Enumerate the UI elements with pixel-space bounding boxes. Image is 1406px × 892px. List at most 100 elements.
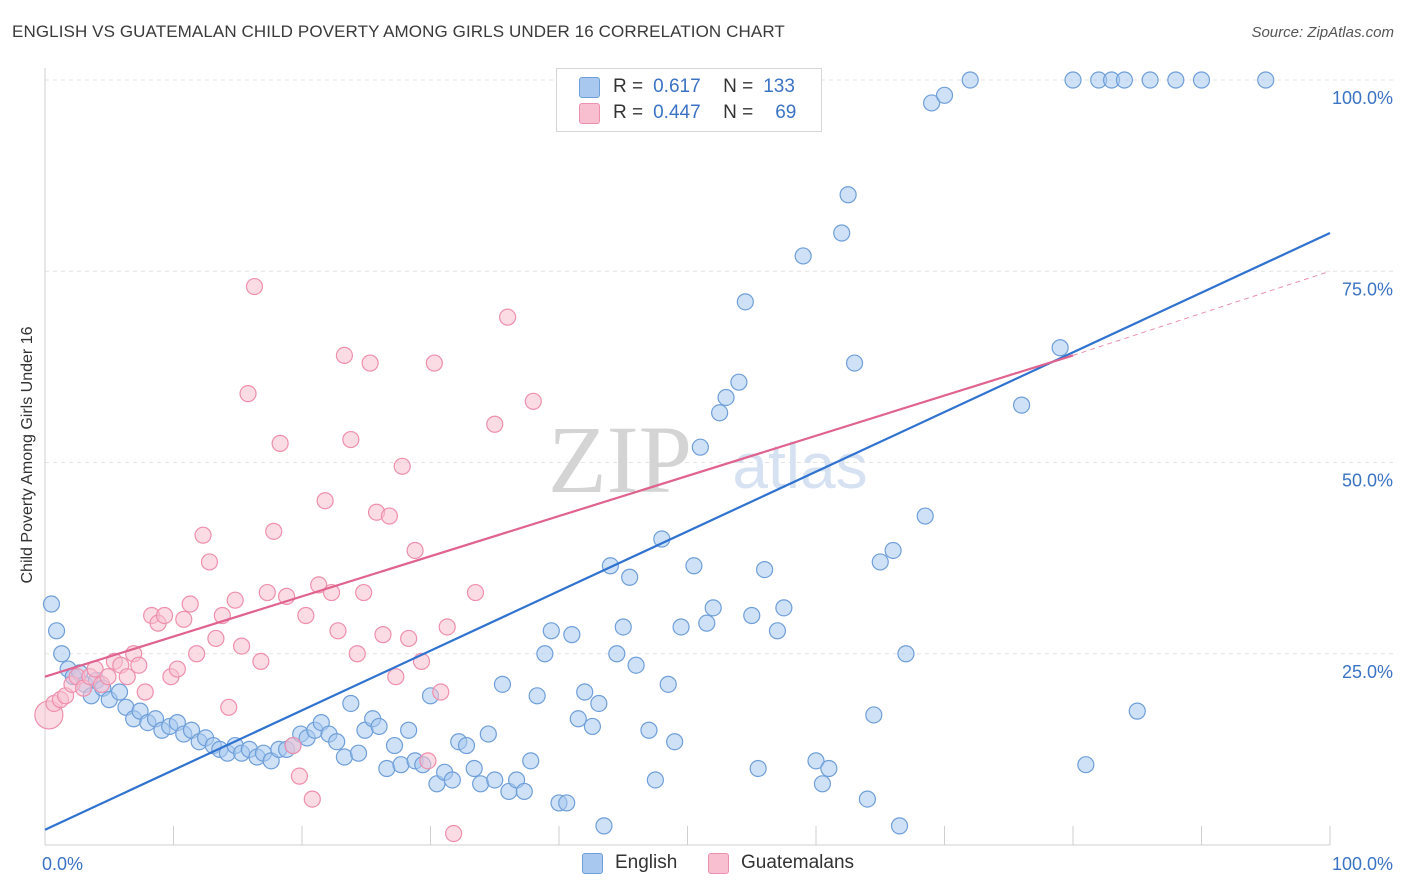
legend-item-guatemalans[interactable]: Guatemalans	[708, 852, 854, 874]
y-tick-label: 75.0%	[1342, 279, 1393, 299]
english-point	[590, 694, 608, 713]
guatemalan-point	[355, 583, 373, 602]
english-point	[768, 622, 787, 640]
english-point	[595, 817, 613, 835]
english-point	[583, 717, 602, 736]
english-point	[465, 759, 483, 778]
english-point	[569, 710, 587, 728]
english-point	[370, 717, 388, 736]
guatemalan-point	[486, 415, 504, 433]
guatemalan-point	[168, 660, 186, 678]
english-point	[614, 618, 632, 636]
english-point	[961, 71, 979, 89]
legend-row-guatemalans: R = 0.447 N = 69	[579, 100, 796, 126]
english-point	[916, 507, 934, 525]
guatemalan-point	[419, 752, 437, 770]
english-n-value: 133	[763, 76, 795, 97]
english-point	[717, 388, 735, 407]
english-point	[711, 404, 729, 422]
guatemalans-legend-label: Guatemalans	[741, 852, 855, 873]
guatemalan-point	[316, 492, 334, 510]
english-point	[42, 595, 61, 613]
guatemalans-n-label: N =	[723, 102, 754, 123]
y-axis-title: Child Poverty Among Girls Under 16	[19, 326, 36, 584]
english-point	[935, 86, 954, 104]
trend-lines	[44, 232, 1331, 831]
english-point	[685, 557, 703, 575]
guatemalan-point	[438, 618, 456, 636]
english-point	[608, 645, 626, 663]
english-point	[704, 599, 722, 617]
guatemalan-point	[233, 637, 251, 655]
guatemalan-point	[136, 683, 154, 701]
english-point	[1257, 71, 1275, 89]
english-point	[865, 706, 883, 724]
english-point	[328, 733, 346, 751]
english-point	[53, 645, 71, 663]
english-point	[755, 560, 774, 579]
guatemalan-point	[252, 652, 270, 671]
y-tick-label: 100.0%	[1332, 88, 1393, 108]
english-point	[845, 354, 864, 372]
english-point	[858, 790, 877, 808]
legend-item-english[interactable]: English	[582, 852, 677, 874]
english-point	[493, 675, 512, 693]
guatemalan-point	[425, 354, 443, 372]
english-point	[627, 656, 645, 674]
english-point	[666, 733, 684, 751]
english-point	[923, 94, 941, 112]
gridlines	[45, 79, 1393, 655]
english-point	[691, 438, 709, 456]
english-point	[563, 626, 581, 644]
guatemalans-n-value: 69	[775, 102, 797, 123]
english-legend-swatch	[582, 852, 603, 874]
guatemalan-point	[432, 683, 450, 701]
english-point	[443, 771, 461, 789]
english-point	[794, 247, 812, 265]
guatemalan-point	[335, 346, 354, 364]
english-point	[1141, 71, 1159, 89]
guatemalan-point	[400, 629, 418, 648]
guatemalan-point	[380, 507, 398, 525]
english-point	[890, 817, 909, 835]
english-point	[110, 683, 129, 701]
english-point	[736, 293, 754, 311]
guatemalan-point	[329, 622, 347, 640]
english-point	[400, 721, 418, 739]
guatemalan-point	[303, 790, 321, 808]
english-point	[479, 725, 497, 743]
english-point	[871, 553, 889, 571]
english-point	[807, 752, 825, 770]
guatemalan-point	[155, 606, 174, 625]
guatemalan-points	[34, 277, 542, 843]
guatemalan-point	[220, 698, 238, 716]
guatemalan-point	[118, 668, 136, 686]
guatemalan-point	[265, 522, 283, 540]
english-point	[833, 224, 851, 242]
english-point	[558, 794, 576, 812]
english-point	[820, 759, 838, 778]
english-point	[486, 771, 504, 789]
watermark: ZIP atlas	[548, 406, 868, 513]
series-legend: English Guatemalans	[0, 852, 1406, 878]
legend-row-english: R = 0.617 N = 133	[579, 74, 795, 100]
english-point	[646, 771, 664, 789]
guatemalan-point	[271, 434, 289, 452]
english-point	[378, 759, 396, 778]
guatemalan-point	[342, 430, 360, 449]
english-point	[1077, 756, 1095, 774]
english-point	[515, 782, 533, 801]
guatemalan-point	[348, 645, 366, 663]
guatemalan-point	[245, 277, 264, 296]
english-point	[392, 756, 410, 774]
guatemalan-point	[387, 668, 405, 686]
guatemalan-point	[99, 668, 117, 686]
guatemalan-point	[200, 553, 219, 571]
tick-labels: 25.0% 50.0% 75.0% 100.0% 0.0% 100.0%	[42, 88, 1393, 874]
guatemalan-point	[524, 392, 542, 410]
english-point	[1064, 71, 1082, 89]
english-point	[335, 748, 354, 766]
english-point	[730, 373, 748, 391]
english-point	[472, 775, 490, 793]
